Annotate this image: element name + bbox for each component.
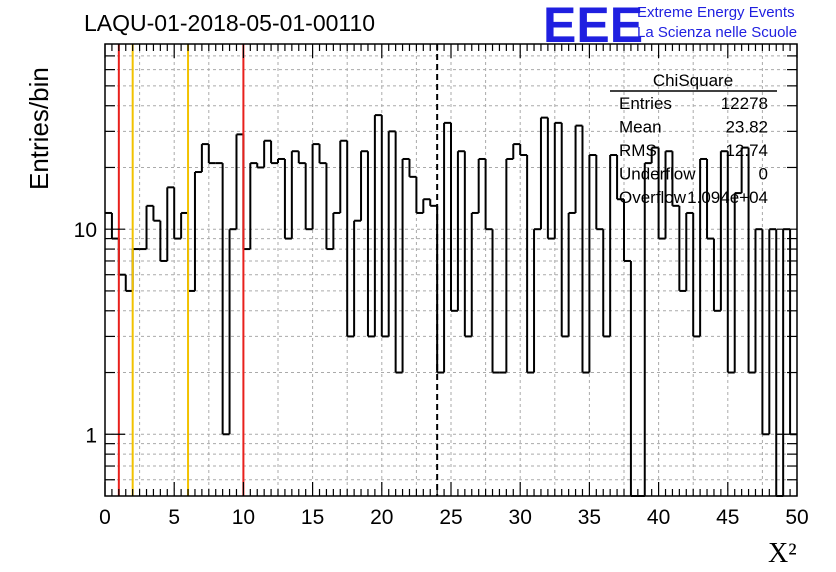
y-tick-label: 1 — [85, 424, 97, 447]
x-tick-label: 35 — [578, 506, 601, 529]
stats-value: 12.74 — [725, 141, 768, 160]
y-tick-label: 10 — [74, 219, 97, 242]
x-tick-label: 5 — [168, 506, 180, 529]
stats-label: Entries — [619, 94, 672, 113]
x-tick-label: 25 — [439, 506, 462, 529]
chart-title: LAQU-01-2018-05-01-00110 — [84, 10, 376, 36]
stats-value: 23.82 — [725, 118, 768, 137]
x-tick-label: 50 — [785, 506, 808, 529]
stats-value: 12278 — [721, 94, 768, 113]
stats-label: RMS — [619, 141, 657, 160]
stats-title: ChiSquare — [653, 71, 733, 90]
stats-label: Underflow — [619, 165, 696, 184]
stats-value: 0 — [759, 165, 768, 184]
x-tick-label: 20 — [370, 506, 393, 529]
x-tick-label: 45 — [716, 506, 739, 529]
x-tick-label: 0 — [99, 506, 111, 529]
stats-label: Overflow — [619, 188, 687, 207]
axes: 0 5 10 15 20 25 30 35 40 45 50 1 10 — [74, 44, 809, 529]
logo-line-2: La Scienza nelle Scuole — [637, 24, 798, 41]
y-axis-label: Entries/bin — [24, 67, 54, 190]
x-tick-label: 15 — [301, 506, 324, 529]
histogram — [105, 114, 797, 497]
grid-lines — [105, 44, 797, 496]
logo-line-1: Extreme Energy Events — [637, 4, 795, 21]
x-tick-label: 40 — [647, 506, 670, 529]
x-axis-label: X² — [768, 538, 797, 569]
stats-label: Mean — [619, 118, 662, 137]
eee-logo: EEE — [543, 0, 644, 53]
x-tick-label: 10 — [232, 506, 255, 529]
stats-value: 1.094e+04 — [687, 188, 768, 207]
x-tick-label: 30 — [509, 506, 532, 529]
stats-box: ChiSquare Entries 12278 Mean 23.82 RMS 12.74 Un… — [610, 71, 777, 207]
threshold-lines — [117, 44, 439, 496]
